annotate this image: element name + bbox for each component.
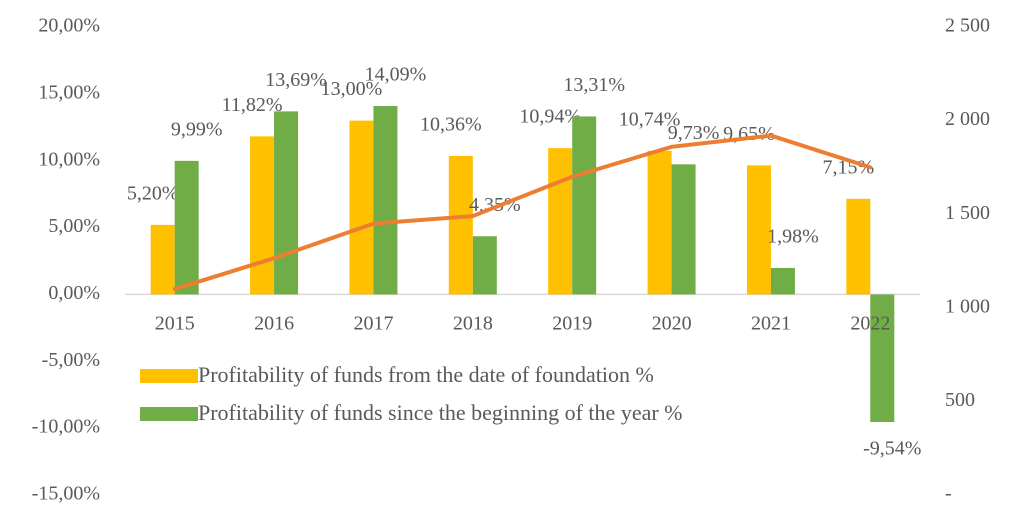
data-label: 13,00%: [321, 78, 383, 100]
y-tick-label: 15,00%: [38, 81, 100, 103]
bar: [572, 116, 597, 295]
x-tick-label: 2021: [751, 313, 791, 335]
legend-item: Profitability of funds since the beginni…: [140, 400, 820, 426]
data-label: 11,82%: [222, 94, 283, 116]
y-tick-label: 5,00%: [48, 215, 100, 237]
data-label: 7,15%: [822, 156, 874, 178]
bar: [448, 155, 473, 295]
y-tick-label: 0,00%: [48, 282, 100, 304]
bar: [770, 267, 795, 295]
x-tick-label: 2020: [652, 313, 692, 335]
y2-tick-label: 500: [945, 389, 975, 411]
bar: [174, 160, 199, 295]
y2-tick-label: 2 000: [945, 108, 990, 130]
legend-swatch: [140, 407, 198, 421]
bar: [274, 111, 299, 295]
data-label: 9,99%: [171, 118, 223, 140]
data-label: 9,73%: [668, 122, 720, 144]
y2-tick-label: 2 500: [945, 15, 990, 37]
legend-label: Profitability of funds since the beginni…: [198, 400, 683, 425]
bar: [746, 165, 771, 295]
x-tick-label: 2015: [155, 313, 195, 335]
data-label: 14,09%: [365, 64, 427, 86]
legend-label: Profitability of funds from the date of …: [198, 362, 654, 387]
bar: [250, 136, 275, 295]
bar: [548, 148, 573, 295]
legend: Profitability of funds from the date of …: [140, 362, 820, 438]
line: [172, 133, 873, 292]
bar: [671, 164, 696, 295]
y-tick-label: -5,00%: [42, 349, 100, 371]
bar: [846, 198, 871, 295]
y2-tick-label: 1 000: [945, 295, 990, 317]
data-label: 13,69%: [265, 69, 327, 91]
y-tick-label: -10,00%: [32, 416, 100, 438]
bar: [870, 294, 895, 422]
y-tick-label: -15,00%: [32, 483, 100, 505]
x-tick-label: 2019: [552, 313, 592, 335]
x-tick-label: 2016: [254, 313, 294, 335]
data-label: 5,20%: [127, 182, 179, 204]
y2-tick-label: 1 500: [945, 202, 990, 224]
y-tick-label: 10,00%: [38, 148, 100, 170]
y2-tick-label: -: [945, 483, 952, 505]
bar: [373, 106, 398, 295]
data-label: 13,31%: [563, 74, 625, 96]
bar: [647, 150, 672, 295]
data-label: 1,98%: [767, 226, 819, 248]
bar: [150, 224, 175, 295]
legend-swatch: [140, 369, 198, 383]
x-tick-label: 2018: [453, 313, 493, 335]
bar: [349, 120, 374, 295]
data-label: 10,94%: [519, 106, 581, 128]
legend-item: Profitability of funds from the date of …: [140, 362, 820, 388]
data-label: 10,74%: [619, 108, 681, 130]
x-tick-label: 2017: [353, 313, 393, 335]
x-tick-label: 2022: [850, 313, 890, 335]
data-label: 10,36%: [420, 113, 482, 135]
bar: [472, 236, 497, 295]
data-label: -9,54%: [863, 438, 921, 460]
y-tick-label: 20,00%: [38, 15, 100, 37]
